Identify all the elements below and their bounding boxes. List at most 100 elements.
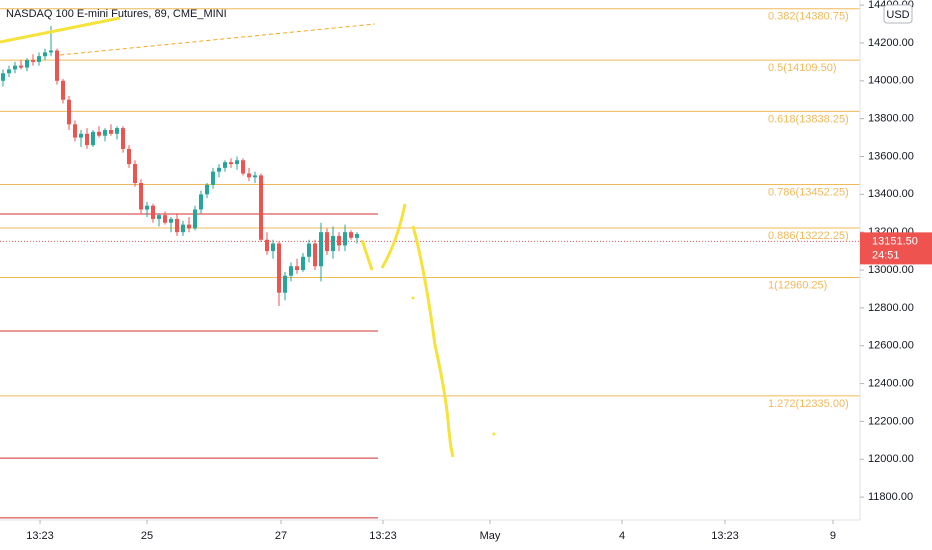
x-tick-label: 13:23 <box>26 530 54 542</box>
fib-label: 0.382(14380.75) <box>768 11 849 23</box>
candle-body <box>181 224 186 233</box>
candle-body <box>313 243 318 267</box>
drawing <box>360 239 374 271</box>
candle-body <box>349 232 354 238</box>
drawing <box>0 16 121 44</box>
currency-badge[interactable] <box>883 4 913 24</box>
current-price-label: 13151.50 <box>872 235 918 247</box>
candle-body <box>31 59 36 62</box>
candle-body <box>37 56 42 62</box>
candle-body <box>301 256 306 271</box>
candle-body <box>235 160 240 165</box>
candle-body <box>295 266 300 271</box>
y-tick-label: 11800.00 <box>868 491 913 503</box>
candle-body <box>13 65 18 70</box>
candle-body <box>85 133 90 146</box>
candle-body <box>283 275 288 293</box>
candle-body <box>127 148 132 165</box>
fib-label: 1(12960.25) <box>768 279 827 291</box>
y-tick-label: 12200.00 <box>868 415 914 427</box>
candle-body <box>193 209 198 229</box>
candle-body <box>163 215 168 223</box>
candle-body <box>223 162 228 168</box>
candle-body <box>115 128 120 134</box>
fib-label: 0.5(14109.50) <box>768 62 837 74</box>
candle-body <box>289 266 294 276</box>
y-tick-label: 12400.00 <box>868 377 914 389</box>
candle-body <box>61 80 66 100</box>
candle-body <box>139 182 144 210</box>
candle-body <box>331 235 336 252</box>
fib-label: 0.886(13222.25) <box>768 230 849 242</box>
candle-body <box>7 69 12 74</box>
candle-body <box>253 175 258 178</box>
x-tick-label: 13:23 <box>711 530 739 542</box>
candle-body <box>55 50 60 81</box>
candle-body <box>205 184 210 195</box>
candle-body <box>217 167 222 172</box>
y-tick-label: 12800.00 <box>868 302 914 314</box>
candle-body <box>73 124 78 138</box>
drawing <box>380 203 407 269</box>
y-tick-label: 13000.00 <box>868 264 914 276</box>
candle-body <box>133 164 138 183</box>
drawing-dot <box>411 296 415 300</box>
candle-body <box>145 205 150 210</box>
candle-body <box>169 218 174 223</box>
candle-body <box>265 239 270 252</box>
candle-body <box>49 50 54 53</box>
fib-label: 0.786(13452.25) <box>768 186 849 198</box>
candle-body <box>25 59 30 68</box>
candle-body <box>103 130 108 136</box>
y-tick-label: 13400.00 <box>868 188 914 200</box>
plot-area: 0.382(14380.75) 0.5(14109.50) 0.618(13838.… <box>0 8 860 519</box>
candle-body <box>67 99 72 125</box>
candle-body <box>343 232 348 246</box>
candle-body <box>91 131 96 146</box>
candle-body <box>109 130 114 134</box>
y-tick-label: 13600.00 <box>868 150 914 162</box>
candle-body <box>319 232 324 267</box>
x-tick-label: 9 <box>830 530 836 542</box>
y-tick-label: 13800.00 <box>868 113 914 125</box>
axes: 14400.0014200.0014000.0013800.0013600.00… <box>26 0 932 542</box>
x-tick-label: 27 <box>275 530 287 542</box>
drawing <box>411 225 455 458</box>
candle-body <box>271 243 276 252</box>
candle-body <box>43 52 48 57</box>
candle-body <box>277 243 282 293</box>
fib-label: 0.618(13838.25) <box>768 113 849 125</box>
candle-body <box>151 205 156 219</box>
candle-body <box>241 160 246 174</box>
candle-body <box>19 65 24 68</box>
trend-line <box>59 23 376 56</box>
candle-body <box>175 218 180 233</box>
candle-body <box>229 162 234 165</box>
candle-body <box>337 235 342 246</box>
candle-body <box>121 128 126 149</box>
candle-body <box>247 173 252 178</box>
countdown: 24:51 <box>872 249 900 261</box>
chart-title: NASDAQ 100 E-mini Futures, 89, CME_MINI <box>6 8 227 20</box>
y-tick-label: 14000.00 <box>868 75 914 87</box>
y-tick-label: 12600.00 <box>868 340 914 352</box>
candle-body <box>199 194 204 210</box>
candle-body <box>79 133 84 138</box>
drawing-dot <box>492 432 496 436</box>
candle-body <box>157 215 162 219</box>
x-tick-label: 13:23 <box>369 530 397 542</box>
x-tick-label: 4 <box>619 530 625 542</box>
currency: USD <box>886 9 909 21</box>
x-tick-label: 25 <box>141 530 153 542</box>
candle-body <box>1 73 6 81</box>
y-tick-label: 14200.00 <box>868 37 914 49</box>
candle-body <box>307 243 312 257</box>
candle-body <box>187 224 192 229</box>
y-tick-label: 12000.00 <box>868 453 914 465</box>
candle-body <box>259 175 264 240</box>
current-price-box <box>860 232 932 265</box>
candle-body <box>211 171 216 185</box>
